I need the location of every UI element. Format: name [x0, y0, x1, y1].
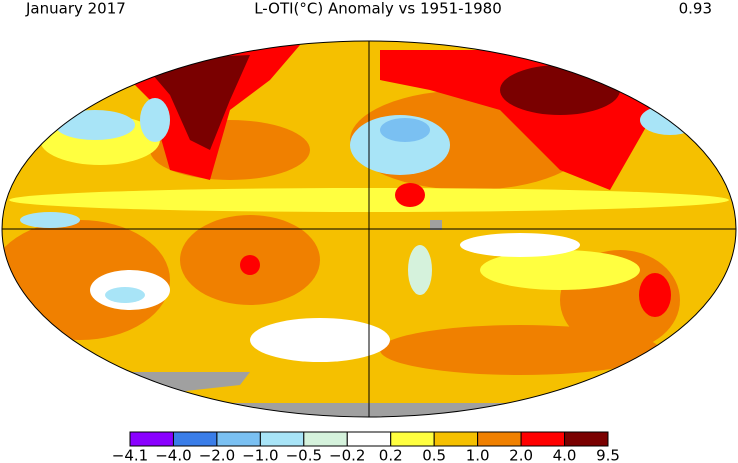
- colorbar-label: 9.5: [596, 447, 620, 463]
- colorbar-label: −0.5: [286, 447, 322, 463]
- colorbar-label: −4.1: [112, 447, 148, 463]
- colorbar-label: −0.2: [329, 447, 365, 463]
- anomaly-map: [2, 41, 736, 417]
- colorbar: −4.1 −4.0 −2.0 −1.0 −0.5 −0.2 0.2 0.5 1.0 2.0 4.0 9…: [112, 431, 620, 463]
- colorbar-label: 2.0: [509, 447, 533, 463]
- colorbar-swatch: [129, 431, 174, 447]
- colorbar-label: 0.2: [379, 447, 403, 463]
- colorbar-swatch: [564, 431, 609, 447]
- globe-outline: [1, 40, 737, 418]
- colorbar-label: −2.0: [199, 447, 235, 463]
- global-mean: 0.93: [679, 0, 712, 18]
- colorbar-swatch: [346, 431, 392, 447]
- colorbar-label: −4.0: [155, 447, 191, 463]
- map-title: L-OTI(°C) Anomaly vs 1951-1980: [254, 0, 502, 18]
- colorbar-label: −1.0: [242, 447, 278, 463]
- date-label: January 2017: [25, 0, 126, 18]
- colorbar-swatch: [303, 431, 348, 447]
- colorbar-label: 4.0: [553, 447, 577, 463]
- colorbar-label: 0.5: [422, 447, 446, 463]
- colorbar-swatch: [172, 431, 218, 447]
- colorbar-swatch: [520, 431, 566, 447]
- colorbar-swatch: [216, 431, 261, 447]
- colorbar-swatch: [259, 431, 305, 447]
- colorbar-label: 1.0: [466, 447, 490, 463]
- colorbar-swatch: [390, 431, 435, 447]
- colorbar-swatch: [433, 431, 479, 447]
- colorbar-swatch: [477, 431, 522, 447]
